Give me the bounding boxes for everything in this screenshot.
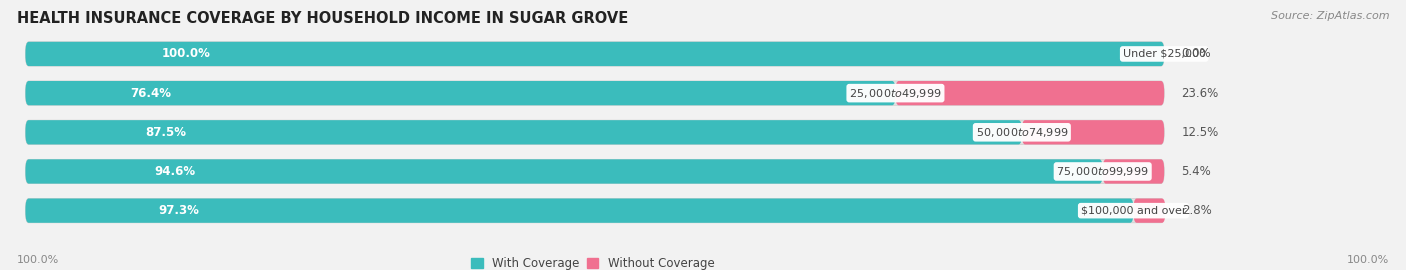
FancyBboxPatch shape: [25, 81, 1164, 105]
Text: 12.5%: 12.5%: [1181, 126, 1219, 139]
Text: $75,000 to $99,999: $75,000 to $99,999: [1056, 165, 1149, 178]
FancyBboxPatch shape: [25, 42, 1164, 66]
FancyBboxPatch shape: [1133, 198, 1166, 223]
Text: $25,000 to $49,999: $25,000 to $49,999: [849, 87, 942, 100]
Text: HEALTH INSURANCE COVERAGE BY HOUSEHOLD INCOME IN SUGAR GROVE: HEALTH INSURANCE COVERAGE BY HOUSEHOLD I…: [17, 11, 628, 26]
Text: $100,000 and over: $100,000 and over: [1081, 206, 1187, 216]
FancyBboxPatch shape: [25, 159, 1164, 184]
FancyBboxPatch shape: [1102, 159, 1164, 184]
Text: $50,000 to $74,999: $50,000 to $74,999: [976, 126, 1069, 139]
FancyBboxPatch shape: [25, 120, 1164, 144]
FancyBboxPatch shape: [25, 120, 1022, 144]
Text: 97.3%: 97.3%: [159, 204, 200, 217]
Text: 5.4%: 5.4%: [1181, 165, 1211, 178]
Text: 0.0%: 0.0%: [1181, 48, 1211, 60]
Text: Under $25,000: Under $25,000: [1123, 49, 1206, 59]
FancyBboxPatch shape: [25, 198, 1164, 223]
Text: Source: ZipAtlas.com: Source: ZipAtlas.com: [1271, 11, 1389, 21]
FancyBboxPatch shape: [25, 81, 896, 105]
FancyBboxPatch shape: [896, 81, 1164, 105]
Text: 2.8%: 2.8%: [1182, 204, 1212, 217]
Text: 100.0%: 100.0%: [162, 48, 211, 60]
FancyBboxPatch shape: [25, 42, 1164, 66]
Text: 23.6%: 23.6%: [1181, 87, 1219, 100]
Text: 100.0%: 100.0%: [17, 255, 59, 265]
Text: 76.4%: 76.4%: [129, 87, 172, 100]
Legend: With Coverage, Without Coverage: With Coverage, Without Coverage: [471, 257, 714, 270]
Text: 87.5%: 87.5%: [145, 126, 186, 139]
FancyBboxPatch shape: [25, 198, 1133, 223]
FancyBboxPatch shape: [25, 159, 1102, 184]
Text: 94.6%: 94.6%: [155, 165, 195, 178]
FancyBboxPatch shape: [1022, 120, 1164, 144]
Text: 100.0%: 100.0%: [1347, 255, 1389, 265]
